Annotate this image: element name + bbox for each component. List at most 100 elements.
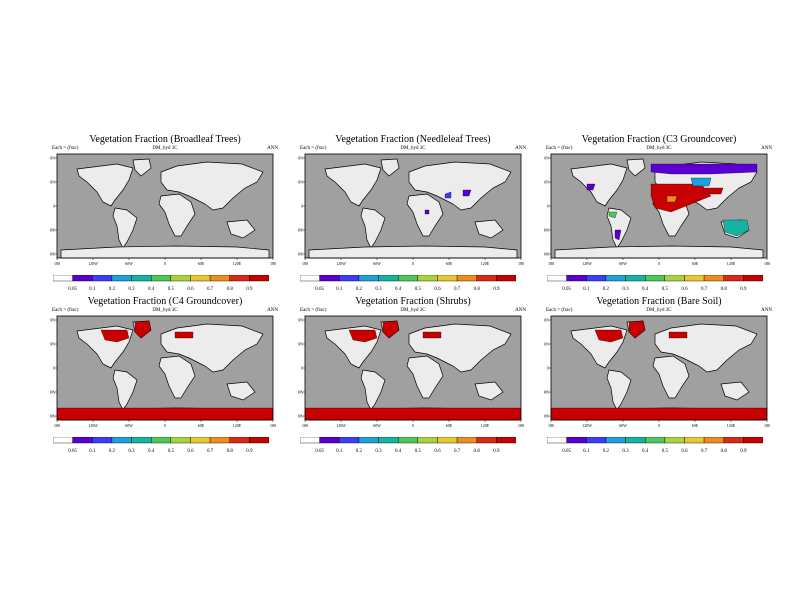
colorbar-label: 0.6 [434,449,441,454]
land-south-america [606,369,632,411]
colorbar-swatch [131,275,152,282]
lat-tick-label: 80S [544,414,549,419]
lon-tick-label: 60E [692,423,699,428]
colorbar-label: 0.6 [187,287,194,292]
colorbar-label: 0.7 [206,449,214,454]
colorbar-swatch [300,275,320,282]
panel-case-label: DM_hyd 3C [152,308,178,313]
lon-tick-label: 120E [727,261,736,266]
lat-tick-label: 80S [298,414,303,419]
colorbar-swatch [209,437,230,444]
colorbar-swatch [378,437,399,444]
colorbar-swatch [209,275,230,282]
colorbar-label: 0.7 [453,287,461,292]
colorbar-swatch [300,437,320,444]
colorbar-label: 0.9 [493,449,500,454]
fraction-area [586,183,596,191]
lon-tick-label: 120E [233,423,242,428]
colorbar-swatch [476,275,497,282]
colorbar-swatch [229,437,250,444]
colorbar-swatch [723,275,744,282]
colorbar-label: 0.3 [375,449,382,454]
panel-case-label: DM_hyd 3C [400,146,426,151]
colorbar-label: 0.8 [720,449,727,454]
lon-tick-label: 180 [518,423,524,428]
colorbar: 0.05 0.1 0.2 0.3 0.4 0.5 0.6 0.7 0.8 0.9 [300,275,516,299]
lat-tick-label: 40N [544,180,549,185]
lon-tick-label: 120E [727,423,736,428]
colorbar-label: 0.05 [562,449,571,454]
colorbar-label: 0.9 [493,287,500,292]
land-south-america [606,207,632,249]
colorbar-scale [547,275,763,282]
fraction-area [628,320,646,339]
fraction-area [444,191,452,199]
land-africa [406,193,444,237]
fraction-area [614,229,622,241]
land-australia [226,219,256,239]
colorbar-swatch [358,437,379,444]
colorbar-swatch [111,275,132,282]
colorbar-label: 0.2 [108,287,116,292]
lat-tick-label: 40S [544,228,549,233]
colorbar-swatch [586,437,607,444]
colorbar-swatch [170,275,191,282]
lon-tick-label: 60W [125,261,133,266]
colorbar-label: 0.4 [395,287,402,292]
land-australia [474,381,504,401]
colorbar-swatch [456,437,477,444]
fraction-area [668,331,688,339]
colorbar-swatch [456,275,477,282]
colorbar-swatch [566,437,587,444]
panel-units-label: Each = (frac) [546,146,573,151]
colorbar-label: 0.8 [473,449,480,454]
lat-tick-label: 80N [298,156,303,161]
lon-tick-label: 120E [481,423,490,428]
panel-title: Vegetation Fraction (Shrubs) [355,296,471,307]
lon-tick-label: 180 [54,261,60,266]
colorbar-label: 0.05 [68,287,77,292]
colorbar-swatch [625,275,646,282]
panel-title: Vegetation Fraction (C3 Groundcover) [581,134,737,145]
lat-tick-label: 80S [298,252,303,257]
colorbar-swatch [496,275,516,282]
colorbar-label: 0.3 [622,287,629,292]
world-map: 180 120W 60W 0 60E 120E 180 80N 40N 0 40S 80S [50,315,276,428]
colorbar-swatch [170,437,191,444]
lon-tick-label: 60W [619,423,627,428]
colorbar-swatch [72,275,93,282]
colorbar-swatch [684,275,705,282]
colorbar-swatch [249,275,269,282]
lat-tick-label: 80S [544,252,549,257]
colorbar: 0.05 0.1 0.2 0.3 0.4 0.5 0.6 0.7 0.8 0.9 [547,275,763,299]
panel-case-label: DM_hyd 3C [646,146,672,151]
land-australia [720,381,750,401]
colorbar-swatch [703,275,724,282]
colorbar-swatch [378,275,399,282]
colorbar-swatch [586,275,607,282]
colorbar-swatch [229,275,250,282]
colorbar-swatch [644,275,666,282]
panel-units-label: Each = (frac) [52,308,79,313]
lon-tick-label: 180 [518,261,524,266]
lon-tick-label: 60E [198,423,205,428]
lon-tick-label: 120W [88,261,98,266]
fraction-area [424,209,430,215]
fraction-area [690,177,712,187]
colorbar-swatch [131,437,152,444]
lon-tick-label: 0 [164,423,166,428]
fraction-area [650,163,758,175]
colorbar-swatch [397,275,419,282]
lon-tick-label: 0 [412,261,414,266]
colorbar-label: 0.4 [642,449,649,454]
land-greenland [132,158,152,177]
world-map: 180 120W 60W 0 60E 120E 180 80N 40N 0 40S 80S [50,153,276,266]
map-panel-3: Vegetation Fraction (C3 Groundcover) Each… [544,134,774,294]
fraction-area [56,407,274,421]
colorbar-label: 0.7 [206,287,214,292]
panel-season-label: ANN [515,308,526,313]
colorbar-swatch [249,437,269,444]
lat-tick-label: 80S [50,252,55,257]
colorbar-swatch [547,275,567,282]
colorbar-swatch [397,437,419,444]
